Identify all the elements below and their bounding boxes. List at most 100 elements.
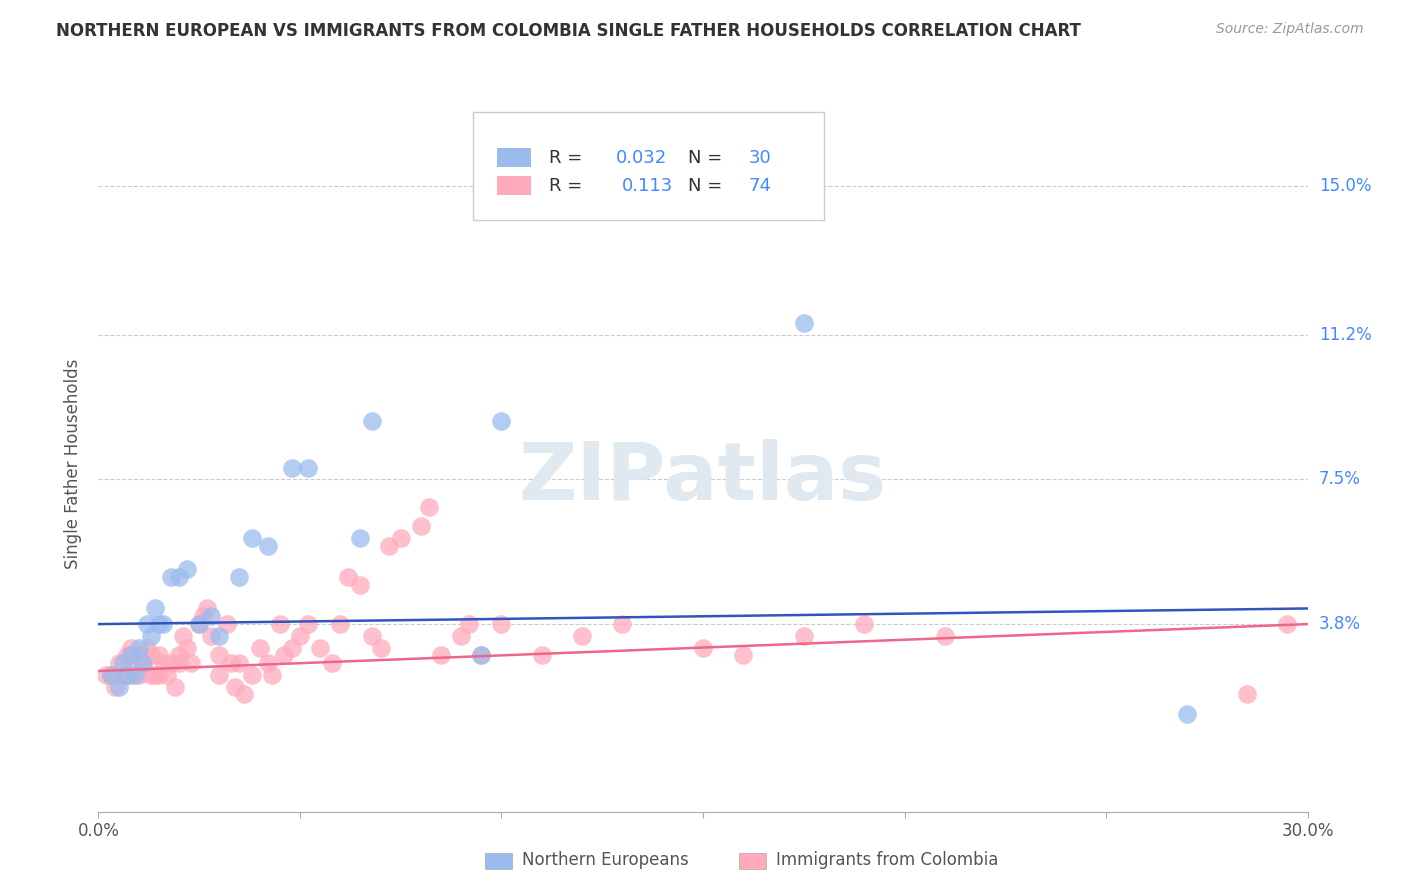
Point: [200, 629, 222, 643]
Point: [208, 629, 231, 643]
Point: [148, 648, 170, 663]
Point: [458, 617, 481, 632]
Point: [139, 648, 162, 663]
Point: [107, 656, 129, 670]
Point: [256, 539, 278, 553]
Point: [309, 640, 332, 655]
Point: [260, 668, 283, 682]
Point: [224, 680, 246, 694]
Point: [297, 617, 319, 632]
Text: Northern Europeans: Northern Europeans: [522, 852, 689, 870]
Point: [1236, 688, 1258, 702]
Point: [793, 316, 815, 330]
Text: N =: N =: [689, 149, 728, 167]
Text: Immigrants from Colombia: Immigrants from Colombia: [776, 852, 998, 870]
Point: [152, 656, 174, 670]
Point: [111, 668, 134, 682]
Text: 7.5%: 7.5%: [1319, 470, 1361, 489]
Point: [256, 656, 278, 670]
Text: 30: 30: [749, 149, 772, 167]
Point: [249, 640, 271, 655]
Point: [733, 648, 755, 663]
Point: [269, 617, 291, 632]
Point: [115, 648, 138, 663]
Point: [232, 688, 254, 702]
Point: [208, 668, 231, 682]
Point: [139, 629, 162, 643]
Text: 15.0%: 15.0%: [1319, 178, 1371, 195]
Point: [148, 668, 170, 682]
Point: [176, 640, 198, 655]
Point: [470, 648, 492, 663]
Point: [221, 656, 243, 670]
Point: [143, 668, 166, 682]
Point: [132, 656, 155, 670]
FancyBboxPatch shape: [498, 148, 531, 168]
Text: N =: N =: [689, 177, 728, 194]
Point: [96, 668, 118, 682]
Point: [273, 648, 295, 663]
Point: [853, 617, 876, 632]
Point: [1277, 617, 1299, 632]
Point: [139, 668, 162, 682]
Text: NORTHERN EUROPEAN VS IMMIGRANTS FROM COLOMBIA SINGLE FATHER HOUSEHOLDS CORRELATI: NORTHERN EUROPEAN VS IMMIGRANTS FROM COL…: [56, 22, 1081, 40]
Point: [329, 617, 352, 632]
FancyBboxPatch shape: [474, 112, 824, 220]
Text: ZIPatlas: ZIPatlas: [519, 439, 887, 516]
Point: [281, 640, 304, 655]
Point: [103, 680, 125, 694]
Point: [135, 640, 157, 655]
Point: [135, 617, 157, 632]
Point: [470, 648, 492, 663]
Point: [132, 656, 155, 670]
Point: [120, 648, 142, 663]
Point: [176, 562, 198, 576]
Text: R =: R =: [550, 177, 595, 194]
Point: [115, 668, 138, 682]
Point: [361, 414, 384, 428]
FancyBboxPatch shape: [740, 854, 766, 869]
Point: [370, 640, 392, 655]
Point: [148, 617, 170, 632]
Text: 11.2%: 11.2%: [1319, 326, 1371, 343]
Point: [349, 578, 371, 592]
Point: [115, 668, 138, 682]
Point: [389, 531, 412, 545]
Point: [377, 539, 399, 553]
Text: 0.113: 0.113: [621, 177, 673, 194]
Point: [793, 629, 815, 643]
Point: [450, 629, 472, 643]
Point: [240, 531, 263, 545]
Point: [120, 640, 142, 655]
Point: [337, 570, 360, 584]
Point: [228, 656, 250, 670]
Point: [128, 668, 150, 682]
Point: [195, 601, 218, 615]
Point: [418, 500, 440, 514]
Point: [167, 648, 190, 663]
Text: 3.8%: 3.8%: [1319, 615, 1361, 633]
Point: [167, 570, 190, 584]
Point: [1175, 706, 1198, 721]
Point: [100, 668, 122, 682]
Point: [228, 570, 250, 584]
Point: [409, 519, 432, 533]
Point: [160, 570, 183, 584]
Point: [934, 629, 956, 643]
Point: [530, 648, 553, 663]
Point: [217, 617, 239, 632]
Text: Source: ZipAtlas.com: Source: ZipAtlas.com: [1216, 22, 1364, 37]
Point: [200, 609, 222, 624]
Point: [124, 668, 146, 682]
Point: [152, 617, 174, 632]
Point: [491, 617, 513, 632]
Text: 0.032: 0.032: [616, 149, 668, 167]
Y-axis label: Single Father Households: Single Father Households: [65, 359, 83, 569]
Point: [100, 668, 122, 682]
Point: [188, 617, 211, 632]
Point: [692, 640, 714, 655]
Point: [297, 460, 319, 475]
Point: [172, 629, 194, 643]
Point: [612, 617, 634, 632]
Point: [160, 656, 183, 670]
